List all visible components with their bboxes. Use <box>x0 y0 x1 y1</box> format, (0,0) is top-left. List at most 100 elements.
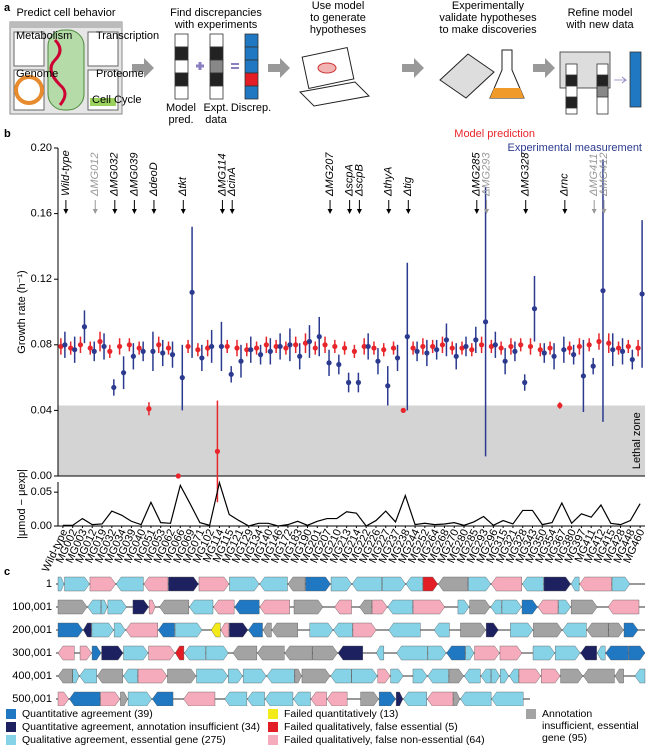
knockout-arrowhead <box>405 209 411 214</box>
inset-label: Metabolism <box>16 30 72 42</box>
point <box>160 350 166 356</box>
knockout-label: Δtig <box>402 176 414 197</box>
gene <box>57 599 88 615</box>
gene <box>403 691 427 707</box>
gene <box>101 645 124 661</box>
gene <box>326 691 348 707</box>
gene <box>555 645 581 661</box>
gene <box>395 691 404 707</box>
gene <box>611 576 631 592</box>
point <box>302 340 309 346</box>
step-title: with experiments <box>174 19 258 31</box>
y-tick-label: 0.00 <box>31 470 52 482</box>
knockout-label: ΔcinA <box>226 167 238 197</box>
legend-item: Quantitative agreement, annotation insuf… <box>6 721 260 733</box>
diff-y-label: |μmod − μexp| <box>16 469 28 539</box>
gene <box>330 576 352 592</box>
gene <box>382 576 406 592</box>
point <box>580 373 587 379</box>
gene <box>490 599 502 615</box>
gene <box>351 668 378 684</box>
gene <box>460 691 492 707</box>
gene <box>184 645 206 661</box>
gene <box>412 668 428 684</box>
knockout-label: ΔscpB <box>353 164 365 197</box>
point <box>351 348 357 354</box>
gene <box>205 645 229 661</box>
gene <box>143 576 169 592</box>
gene <box>271 622 298 638</box>
knockout-arrowhead <box>591 209 597 214</box>
step-title: Predict cell behavior <box>16 7 115 19</box>
point <box>547 345 553 351</box>
gene <box>510 622 534 638</box>
point <box>424 350 430 356</box>
point <box>130 353 136 359</box>
gene <box>360 691 379 707</box>
point <box>293 342 299 348</box>
gene <box>125 622 158 638</box>
point <box>610 347 616 353</box>
step-title: to make discoveries <box>439 24 537 36</box>
knockout-arrowhead <box>356 209 362 214</box>
gene <box>330 668 352 684</box>
point <box>209 343 215 350</box>
legend: Quantitative agreement (39) Quantitative … <box>6 708 652 748</box>
legend-entry: Model prediction <box>454 128 535 140</box>
knockout-arrowhead <box>112 209 118 214</box>
point <box>375 358 381 364</box>
gene <box>64 576 90 592</box>
gene <box>580 645 597 661</box>
gene <box>541 668 561 684</box>
inset-label: Transcription <box>96 30 159 42</box>
point <box>58 343 64 350</box>
gene <box>396 645 428 661</box>
lethal-zone-label: Lethal zone <box>631 412 643 469</box>
point <box>342 345 348 351</box>
point <box>346 379 352 386</box>
legend-swatch <box>6 722 16 732</box>
point <box>615 345 622 351</box>
point <box>365 343 371 350</box>
legend-swatch <box>268 735 278 745</box>
gene <box>460 622 486 638</box>
gene <box>446 645 466 661</box>
gene <box>351 576 382 592</box>
knockout-arrowhead <box>63 209 69 214</box>
step-title: Experimentally <box>452 0 525 12</box>
point <box>449 345 455 351</box>
gene <box>213 599 235 615</box>
gene <box>570 599 598 615</box>
panel-label: a <box>4 2 11 14</box>
gene <box>634 668 646 684</box>
gene <box>499 645 523 661</box>
gene <box>264 691 294 707</box>
point <box>551 353 557 359</box>
gene <box>266 668 295 684</box>
gene <box>242 668 267 684</box>
gene <box>229 576 260 592</box>
legend-swatch <box>268 709 278 719</box>
knockout-label: ΔMG039 <box>128 153 140 197</box>
knockout-label: Δrnc <box>559 173 571 197</box>
gene <box>257 645 285 661</box>
y-tick-label: 0.16 <box>31 208 52 220</box>
point <box>394 355 401 361</box>
gene <box>465 645 475 661</box>
point <box>381 347 387 353</box>
legend-item: Failed qualitatively, false non-essentia… <box>268 734 485 746</box>
gene <box>87 599 102 615</box>
point <box>68 345 74 351</box>
knockout-label: ΔMG207 <box>324 152 336 197</box>
gene <box>83 622 92 638</box>
point <box>390 345 397 351</box>
point <box>512 348 518 354</box>
gene <box>175 645 185 661</box>
point <box>625 343 631 350</box>
gene <box>293 691 311 707</box>
gene <box>57 645 75 661</box>
point <box>140 348 146 354</box>
gene <box>287 576 306 592</box>
gene <box>521 576 544 592</box>
gene <box>220 622 230 638</box>
